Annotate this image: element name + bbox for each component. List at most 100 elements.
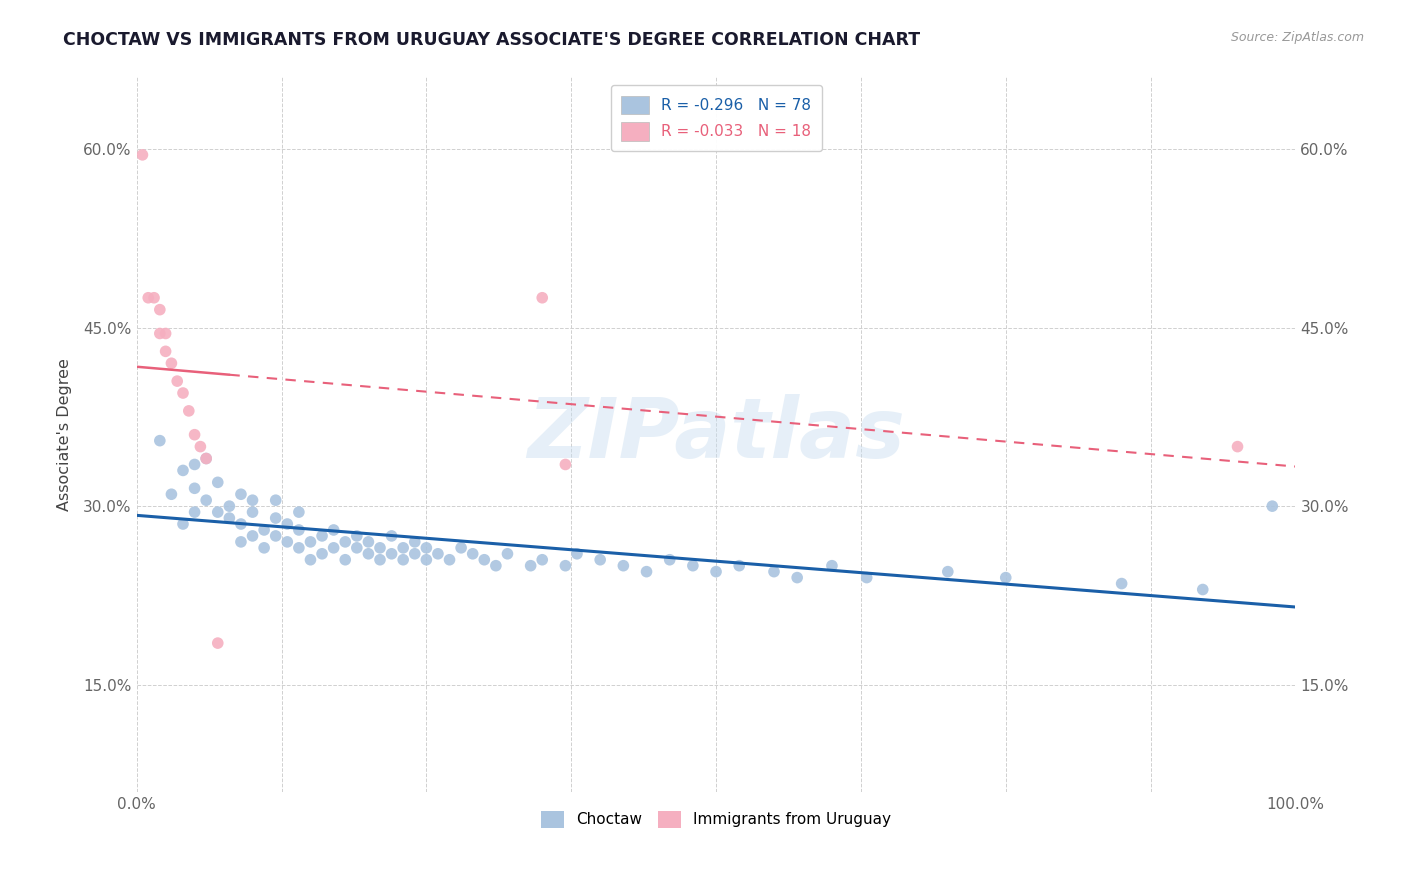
Point xyxy=(335,553,357,567)
Point xyxy=(450,541,472,555)
Point xyxy=(229,516,252,531)
Point xyxy=(149,434,172,448)
Point xyxy=(368,553,391,567)
Point xyxy=(207,475,229,490)
Point xyxy=(485,558,508,573)
Point xyxy=(183,458,205,472)
Point xyxy=(311,529,333,543)
Point xyxy=(404,547,426,561)
Point xyxy=(589,553,612,567)
Legend: Choctaw, Immigrants from Uruguay: Choctaw, Immigrants from Uruguay xyxy=(536,805,897,834)
Point xyxy=(531,553,554,567)
Point xyxy=(288,505,311,519)
Point xyxy=(322,523,344,537)
Point xyxy=(207,636,229,650)
Point xyxy=(357,534,380,549)
Point xyxy=(335,534,357,549)
Point xyxy=(190,440,212,454)
Point xyxy=(229,487,252,501)
Point xyxy=(195,493,218,508)
Point xyxy=(172,386,194,401)
Point xyxy=(554,558,576,573)
Point xyxy=(426,547,449,561)
Point xyxy=(357,547,380,561)
Point xyxy=(136,291,159,305)
Point xyxy=(160,356,183,370)
Point xyxy=(177,404,200,418)
Point xyxy=(218,511,240,525)
Point xyxy=(728,558,751,573)
Point xyxy=(322,541,344,555)
Text: CHOCTAW VS IMMIGRANTS FROM URUGUAY ASSOCIATE'S DEGREE CORRELATION CHART: CHOCTAW VS IMMIGRANTS FROM URUGUAY ASSOC… xyxy=(63,31,921,49)
Point xyxy=(496,547,519,561)
Point xyxy=(381,529,404,543)
Point xyxy=(786,571,808,585)
Point xyxy=(994,571,1017,585)
Point xyxy=(415,553,437,567)
Point xyxy=(195,451,218,466)
Point xyxy=(218,499,240,513)
Point xyxy=(519,558,541,573)
Point xyxy=(762,565,785,579)
Point xyxy=(299,553,322,567)
Point xyxy=(143,291,166,305)
Point xyxy=(195,451,218,466)
Point xyxy=(155,344,177,359)
Point xyxy=(149,326,172,341)
Point xyxy=(264,529,287,543)
Text: ZIPatlas: ZIPatlas xyxy=(527,394,905,475)
Point xyxy=(415,541,437,555)
Point xyxy=(392,541,415,555)
Point xyxy=(1261,499,1284,513)
Point xyxy=(1111,576,1133,591)
Point xyxy=(346,529,368,543)
Point xyxy=(1226,440,1249,454)
Point xyxy=(612,558,634,573)
Point xyxy=(461,547,484,561)
Y-axis label: Associate's Degree: Associate's Degree xyxy=(58,359,72,511)
Point xyxy=(131,148,153,162)
Point xyxy=(682,558,704,573)
Point xyxy=(264,493,287,508)
Point xyxy=(311,547,333,561)
Point xyxy=(276,534,298,549)
Point xyxy=(368,541,391,555)
Point xyxy=(472,553,495,567)
Point xyxy=(1191,582,1213,597)
Point xyxy=(658,553,681,567)
Point xyxy=(404,534,426,549)
Point xyxy=(172,516,194,531)
Point xyxy=(264,511,287,525)
Point xyxy=(242,529,264,543)
Point xyxy=(242,505,264,519)
Text: Source: ZipAtlas.com: Source: ZipAtlas.com xyxy=(1230,31,1364,45)
Point xyxy=(821,558,844,573)
Point xyxy=(704,565,727,579)
Point xyxy=(207,505,229,519)
Point xyxy=(346,541,368,555)
Point xyxy=(183,427,205,442)
Point xyxy=(439,553,461,567)
Point xyxy=(172,463,194,477)
Point xyxy=(253,523,276,537)
Point xyxy=(149,302,172,317)
Point xyxy=(288,523,311,537)
Point xyxy=(242,493,264,508)
Point xyxy=(565,547,588,561)
Point xyxy=(855,571,877,585)
Point xyxy=(554,458,576,472)
Point xyxy=(381,547,404,561)
Point xyxy=(936,565,959,579)
Point xyxy=(288,541,311,555)
Point xyxy=(636,565,658,579)
Point xyxy=(183,481,205,495)
Point xyxy=(299,534,322,549)
Point xyxy=(276,516,298,531)
Point xyxy=(166,374,188,388)
Point xyxy=(155,326,177,341)
Point xyxy=(229,534,252,549)
Point xyxy=(253,541,276,555)
Point xyxy=(531,291,554,305)
Point xyxy=(392,553,415,567)
Point xyxy=(160,487,183,501)
